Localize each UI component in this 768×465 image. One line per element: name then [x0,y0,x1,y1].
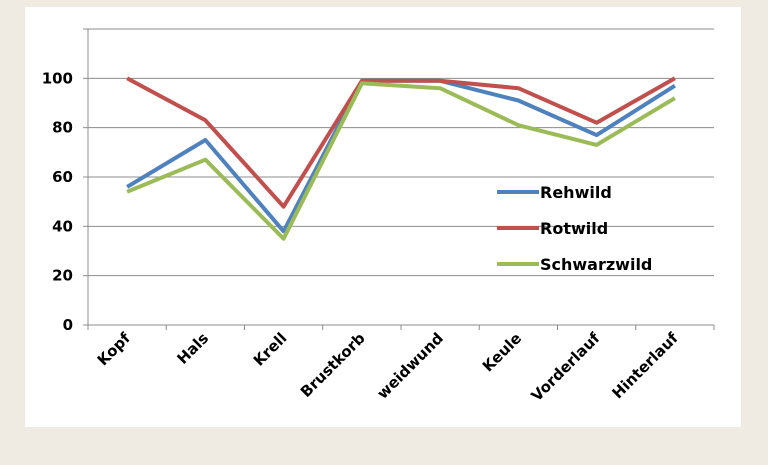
chart-card [25,7,741,427]
series-line-rotwild [126,76,676,209]
series-line-rehwild [126,78,676,234]
x-category-label: weidwund [374,329,447,402]
x-category-label: Brustkorb [297,329,369,401]
y-tick-label: 0 [63,316,73,334]
series-line-schwarzwild [126,81,676,241]
y-tick-label: 20 [52,267,73,285]
x-category-label: Keule [479,329,525,375]
y-tick-label: 80 [52,119,73,137]
x-category-label: Kopf [94,329,135,370]
legend-label: Rehwild [540,183,612,202]
x-category-label: Hinterlauf [608,329,682,403]
y-tick-label: 60 [52,168,73,186]
legend-label: Rotwild [540,219,608,238]
legend-label: Schwarzwild [540,255,652,274]
x-category-label: Krell [250,329,291,370]
y-tick-label: 100 [42,69,73,87]
y-tick-label: 40 [52,217,73,235]
x-category-label: Vorderlauf [528,329,604,405]
x-category-label: Hals [173,329,212,368]
